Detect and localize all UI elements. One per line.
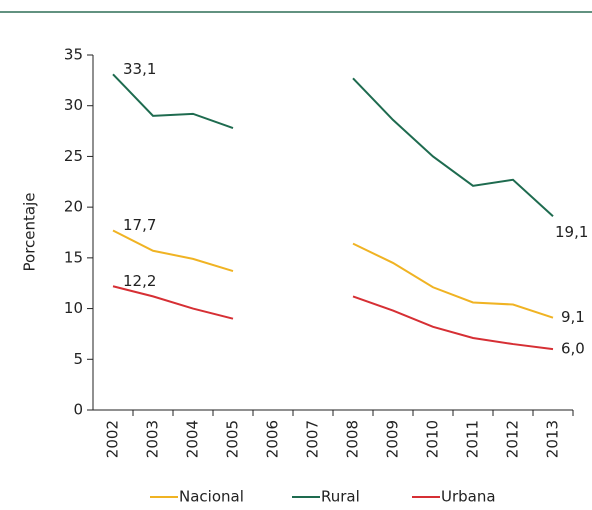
x-tick-label: 2006	[264, 420, 282, 458]
value-label: 17,7	[123, 216, 156, 234]
series-line	[112, 285, 554, 351]
y-tick-label: 20	[64, 198, 83, 216]
x-tick-label: 2003	[144, 420, 162, 458]
x-tick-label: 2010	[424, 420, 442, 458]
y-tick-label: 10	[64, 299, 83, 317]
value-label: 33,1	[123, 60, 156, 78]
value-label: 9,1	[561, 308, 585, 326]
x-tick-label: 2012	[504, 420, 522, 458]
value-label: 19,1	[555, 223, 588, 241]
x-tick-label: 2004	[184, 420, 202, 458]
legend-label: Nacional	[179, 488, 244, 506]
x-tick-label: 2009	[384, 420, 402, 458]
y-tick-label: 5	[73, 350, 83, 368]
y-tick-label: 25	[64, 147, 83, 165]
y-tick-label: 15	[64, 248, 83, 266]
x-tick-label: 2011	[464, 420, 482, 458]
x-tick-label: 2007	[304, 420, 322, 458]
value-label: 12,2	[123, 272, 156, 290]
x-tick-label: 2002	[104, 420, 122, 458]
legend-label: Rural	[321, 488, 360, 506]
x-tick-label: 2008	[344, 420, 362, 458]
x-tick-label: 2013	[544, 420, 562, 458]
y-tick-label: 30	[64, 96, 83, 114]
y-tick-label: 0	[73, 401, 83, 419]
y-axis-label: Porcentaje	[21, 193, 39, 272]
series-line	[112, 73, 554, 218]
x-tick-label: 2005	[224, 420, 242, 458]
y-tick-label: 35	[64, 46, 83, 64]
series-line	[112, 229, 554, 319]
value-label: 6,0	[561, 340, 585, 358]
legend-label: Urbana	[441, 488, 496, 506]
